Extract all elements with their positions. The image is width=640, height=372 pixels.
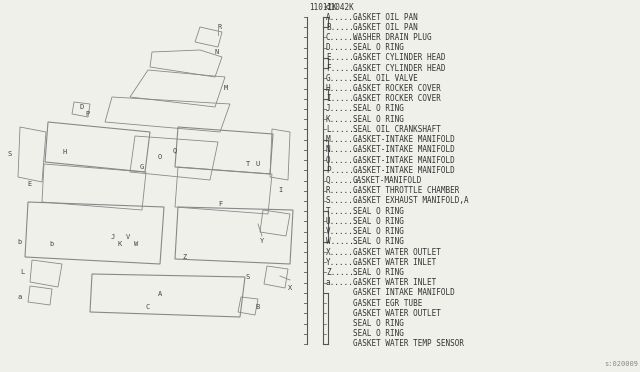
Text: GASKET WATER INLET: GASKET WATER INLET [353, 278, 436, 287]
Text: G: G [140, 164, 144, 170]
Text: W: W [134, 241, 138, 247]
Text: X: X [288, 285, 292, 291]
Text: SEAL O RING: SEAL O RING [353, 115, 404, 124]
Text: GASKET EGR TUBE: GASKET EGR TUBE [353, 299, 422, 308]
Text: b: b [18, 239, 22, 245]
Text: J.......: J....... [326, 105, 363, 113]
Text: V: V [126, 234, 130, 240]
Text: Q: Q [173, 147, 177, 153]
Text: H.......: H....... [326, 84, 363, 93]
Text: O: O [158, 154, 162, 160]
Text: SEAL O RING: SEAL O RING [353, 105, 404, 113]
Text: GASKET WATER OUTLET: GASKET WATER OUTLET [353, 309, 441, 318]
Text: GASKET WATER OUTLET: GASKET WATER OUTLET [353, 247, 441, 257]
Text: A.......: A....... [326, 13, 363, 22]
Text: SEAL O RING: SEAL O RING [353, 43, 404, 52]
Text: U: U [256, 161, 260, 167]
Text: GASKET EXHAUST MANIFOLD,A: GASKET EXHAUST MANIFOLD,A [353, 196, 468, 205]
Text: R.......: R....... [326, 186, 363, 195]
Text: K: K [118, 241, 122, 247]
Text: D: D [80, 104, 84, 110]
Text: Z: Z [183, 254, 187, 260]
Text: SEAL O RING: SEAL O RING [353, 217, 404, 226]
Text: V.......: V....... [326, 227, 363, 236]
Text: a.......: a....... [326, 278, 363, 287]
Text: S: S [246, 274, 250, 280]
Text: GASKET-INTAKE MANIFOLD: GASKET-INTAKE MANIFOLD [353, 135, 455, 144]
Text: B.......: B....... [326, 23, 363, 32]
Text: S: S [8, 151, 12, 157]
Text: O.......: O....... [326, 155, 363, 164]
Text: G.......: G....... [326, 74, 363, 83]
Text: GASKET ROCKER COVER: GASKET ROCKER COVER [353, 84, 441, 93]
Text: M.......: M....... [326, 135, 363, 144]
Text: Y.......: Y....... [326, 258, 363, 267]
Text: SEAL OIL CRANKSHAFT: SEAL OIL CRANKSHAFT [353, 125, 441, 134]
Text: 11042K: 11042K [326, 3, 354, 12]
Text: W.......: W....... [326, 237, 363, 246]
Text: N: N [215, 49, 219, 55]
Text: GASKET OIL PAN: GASKET OIL PAN [353, 13, 418, 22]
Text: SEAL O RING: SEAL O RING [353, 268, 404, 277]
Text: C.......: C....... [326, 33, 363, 42]
Text: GASKET THROTTLE CHAMBER: GASKET THROTTLE CHAMBER [353, 186, 460, 195]
Text: K.......: K....... [326, 115, 363, 124]
Text: P: P [86, 111, 90, 117]
Text: SEAL O RING: SEAL O RING [353, 227, 404, 236]
Text: I.......: I....... [326, 94, 363, 103]
Text: GASKET-MANIFOLD: GASKET-MANIFOLD [353, 176, 422, 185]
Text: 11011K: 11011K [309, 3, 337, 12]
Text: GASKET CYLINDER HEAD: GASKET CYLINDER HEAD [353, 64, 445, 73]
Text: J: J [111, 234, 115, 240]
Text: M: M [224, 85, 228, 91]
Text: B: B [256, 304, 260, 310]
Text: GASKET-INTAKE MANIFOLD: GASKET-INTAKE MANIFOLD [353, 166, 455, 175]
Text: N.......: N....... [326, 145, 363, 154]
Text: GASKET INTAKE MANIFOLD: GASKET INTAKE MANIFOLD [353, 288, 455, 297]
Text: L.......: L....... [326, 125, 363, 134]
Text: GASKET OIL PAN: GASKET OIL PAN [353, 23, 418, 32]
Text: b: b [50, 241, 54, 247]
Text: A: A [158, 291, 162, 297]
Text: U.......: U....... [326, 217, 363, 226]
Text: SEAL OIL VALVE: SEAL OIL VALVE [353, 74, 418, 83]
Text: F.......: F....... [326, 64, 363, 73]
Text: H: H [63, 149, 67, 155]
Text: GASKET ROCKER COVER: GASKET ROCKER COVER [353, 94, 441, 103]
Text: a: a [18, 294, 22, 300]
Text: Q.......: Q....... [326, 176, 363, 185]
Text: GASKET WATER TEMP SENSOR: GASKET WATER TEMP SENSOR [353, 340, 464, 349]
Text: GASKET-INTAKE MANIFOLD: GASKET-INTAKE MANIFOLD [353, 145, 455, 154]
Text: P.......: P....... [326, 166, 363, 175]
Text: SEAL O RING: SEAL O RING [353, 319, 404, 328]
Text: D.......: D....... [326, 43, 363, 52]
Text: GASKET CYLINDER HEAD: GASKET CYLINDER HEAD [353, 53, 445, 62]
Text: C: C [146, 304, 150, 310]
Text: E: E [28, 181, 32, 187]
Text: GASKET WATER INLET: GASKET WATER INLET [353, 258, 436, 267]
Text: T.......: T....... [326, 207, 363, 216]
Text: E.......: E....... [326, 53, 363, 62]
Text: T: T [246, 161, 250, 167]
Text: WASHER DRAIN PLUG: WASHER DRAIN PLUG [353, 33, 431, 42]
Text: X.......: X....... [326, 247, 363, 257]
Text: SEAL O RING: SEAL O RING [353, 207, 404, 216]
Text: R: R [218, 24, 222, 30]
Text: Y: Y [260, 238, 264, 244]
Text: s:020009: s:020009 [604, 361, 638, 367]
Text: Z.......: Z....... [326, 268, 363, 277]
Text: SEAL O RING: SEAL O RING [353, 237, 404, 246]
Text: SEAL O RING: SEAL O RING [353, 329, 404, 338]
Text: F: F [218, 201, 222, 207]
Text: GASKET-INTAKE MANIFOLD: GASKET-INTAKE MANIFOLD [353, 155, 455, 164]
Text: I: I [278, 187, 282, 193]
Text: L: L [20, 269, 24, 275]
Text: S.......: S....... [326, 196, 363, 205]
